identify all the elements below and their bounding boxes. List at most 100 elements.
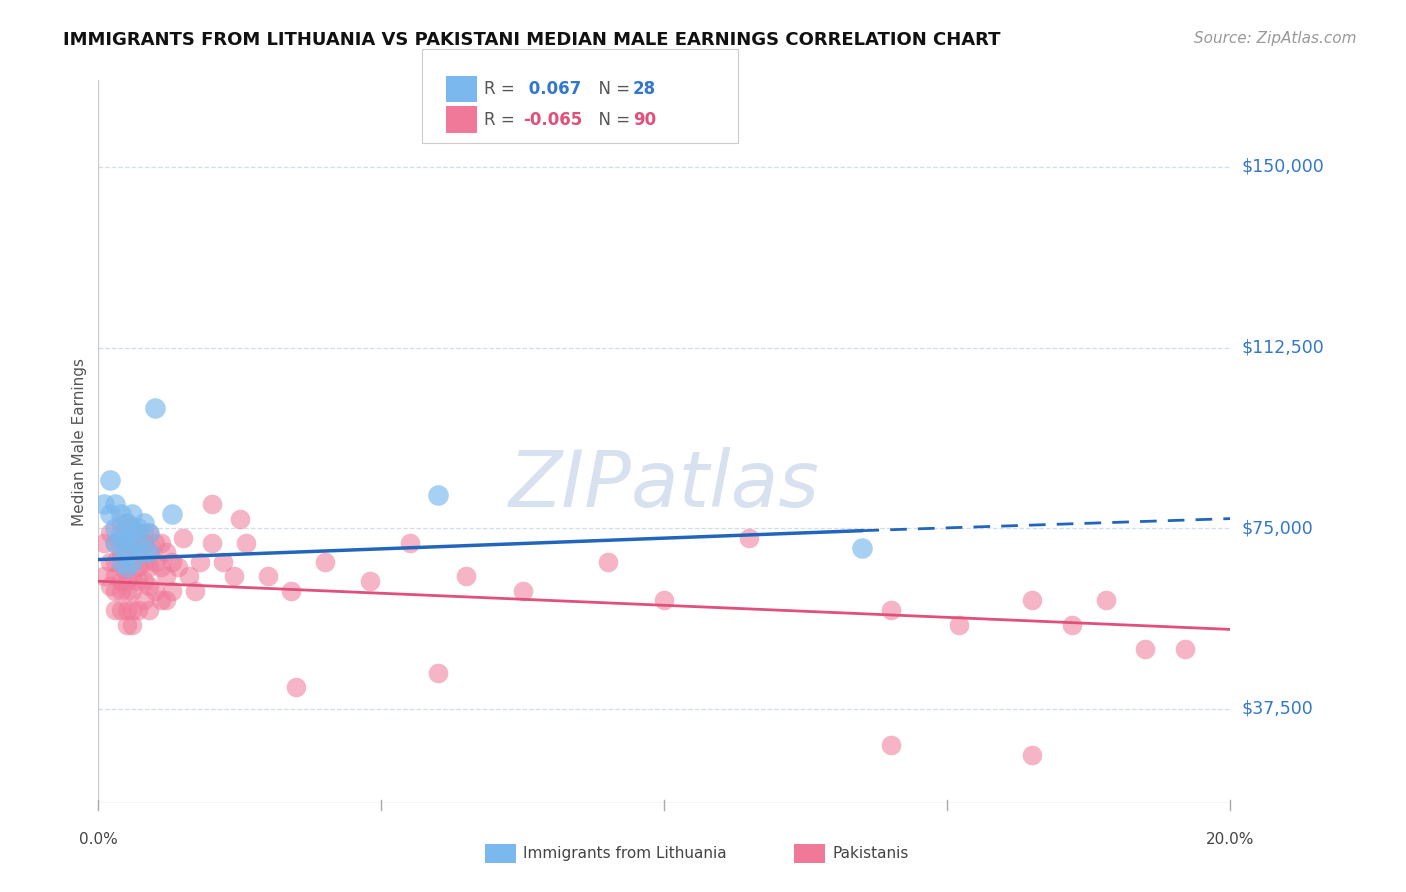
Point [110, 603, 132, 617]
Point [132, 516, 155, 531]
Point [121, 521, 143, 535]
Point [212, 555, 235, 569]
Text: 28: 28 [633, 80, 655, 98]
Text: 90: 90 [633, 111, 655, 128]
Point [110, 526, 132, 541]
Y-axis label: Median Male Earnings: Median Male Earnings [72, 358, 87, 525]
Point [160, 583, 183, 598]
Text: $112,500: $112,500 [1241, 339, 1324, 357]
Point [110, 507, 132, 521]
Point [115, 603, 138, 617]
Point [149, 535, 172, 549]
Point [93, 497, 115, 511]
Point [359, 574, 381, 589]
Point [121, 507, 143, 521]
Text: R =: R = [484, 111, 520, 128]
Point [93, 569, 115, 583]
Point [1021, 747, 1043, 762]
Point [280, 583, 302, 598]
Point [160, 507, 183, 521]
Text: N =: N = [588, 80, 636, 98]
Point [138, 603, 160, 617]
Text: Source: ZipAtlas.com: Source: ZipAtlas.com [1194, 31, 1357, 46]
Point [257, 569, 280, 583]
Point [172, 531, 194, 545]
Point [104, 535, 127, 549]
Point [121, 535, 143, 549]
Point [183, 583, 205, 598]
Point [104, 535, 127, 549]
Text: ZIPatlas: ZIPatlas [509, 447, 820, 523]
Point [115, 531, 138, 545]
Text: 20.0%: 20.0% [1206, 831, 1254, 847]
Point [201, 535, 224, 549]
Point [138, 545, 160, 559]
Point [110, 545, 132, 559]
Point [155, 593, 177, 607]
Point [177, 569, 200, 583]
Point [104, 497, 127, 511]
Point [110, 535, 132, 549]
Text: $150,000: $150,000 [1241, 158, 1324, 176]
Point [132, 574, 155, 589]
Point [115, 559, 138, 574]
Point [121, 617, 143, 632]
Point [132, 526, 155, 541]
Point [115, 545, 138, 559]
Point [427, 665, 450, 680]
Point [110, 516, 132, 531]
Point [155, 569, 177, 583]
Text: IMMIGRANTS FROM LITHUANIA VS PAKISTANI MEDIAN MALE EARNINGS CORRELATION CHART: IMMIGRANTS FROM LITHUANIA VS PAKISTANI M… [63, 31, 1001, 49]
Point [456, 569, 478, 583]
Point [132, 555, 155, 569]
Point [143, 535, 166, 549]
Point [98, 526, 121, 541]
Point [138, 579, 160, 593]
Point [115, 535, 138, 549]
Point [880, 738, 903, 752]
Point [121, 603, 143, 617]
Point [1135, 641, 1157, 656]
Point [115, 559, 138, 574]
Point [127, 603, 149, 617]
Point [201, 497, 224, 511]
Point [188, 555, 211, 569]
Point [132, 535, 155, 549]
Point [115, 617, 138, 632]
Point [110, 583, 132, 598]
Point [160, 555, 183, 569]
Point [104, 583, 127, 598]
Point [1060, 617, 1083, 632]
Point [104, 521, 127, 535]
Text: $37,500: $37,500 [1241, 700, 1313, 718]
Point [880, 603, 903, 617]
Point [224, 569, 246, 583]
Point [143, 555, 166, 569]
Point [127, 521, 149, 535]
Point [138, 526, 160, 541]
Point [229, 511, 252, 525]
Point [166, 559, 188, 574]
Text: $75,000: $75,000 [1241, 519, 1313, 537]
Point [104, 555, 127, 569]
Point [115, 516, 138, 531]
Point [427, 487, 450, 501]
Point [138, 526, 160, 541]
Point [127, 526, 149, 541]
Point [98, 579, 121, 593]
Point [98, 473, 121, 487]
Point [121, 555, 143, 569]
Point [104, 569, 127, 583]
Point [110, 559, 132, 574]
Point [1174, 641, 1197, 656]
Point [235, 535, 257, 549]
Point [652, 593, 676, 607]
Point [110, 574, 132, 589]
Point [121, 583, 143, 598]
Point [98, 507, 121, 521]
Point [948, 617, 970, 632]
Point [132, 545, 155, 559]
Point [149, 593, 172, 607]
Point [596, 555, 619, 569]
Point [1094, 593, 1116, 607]
